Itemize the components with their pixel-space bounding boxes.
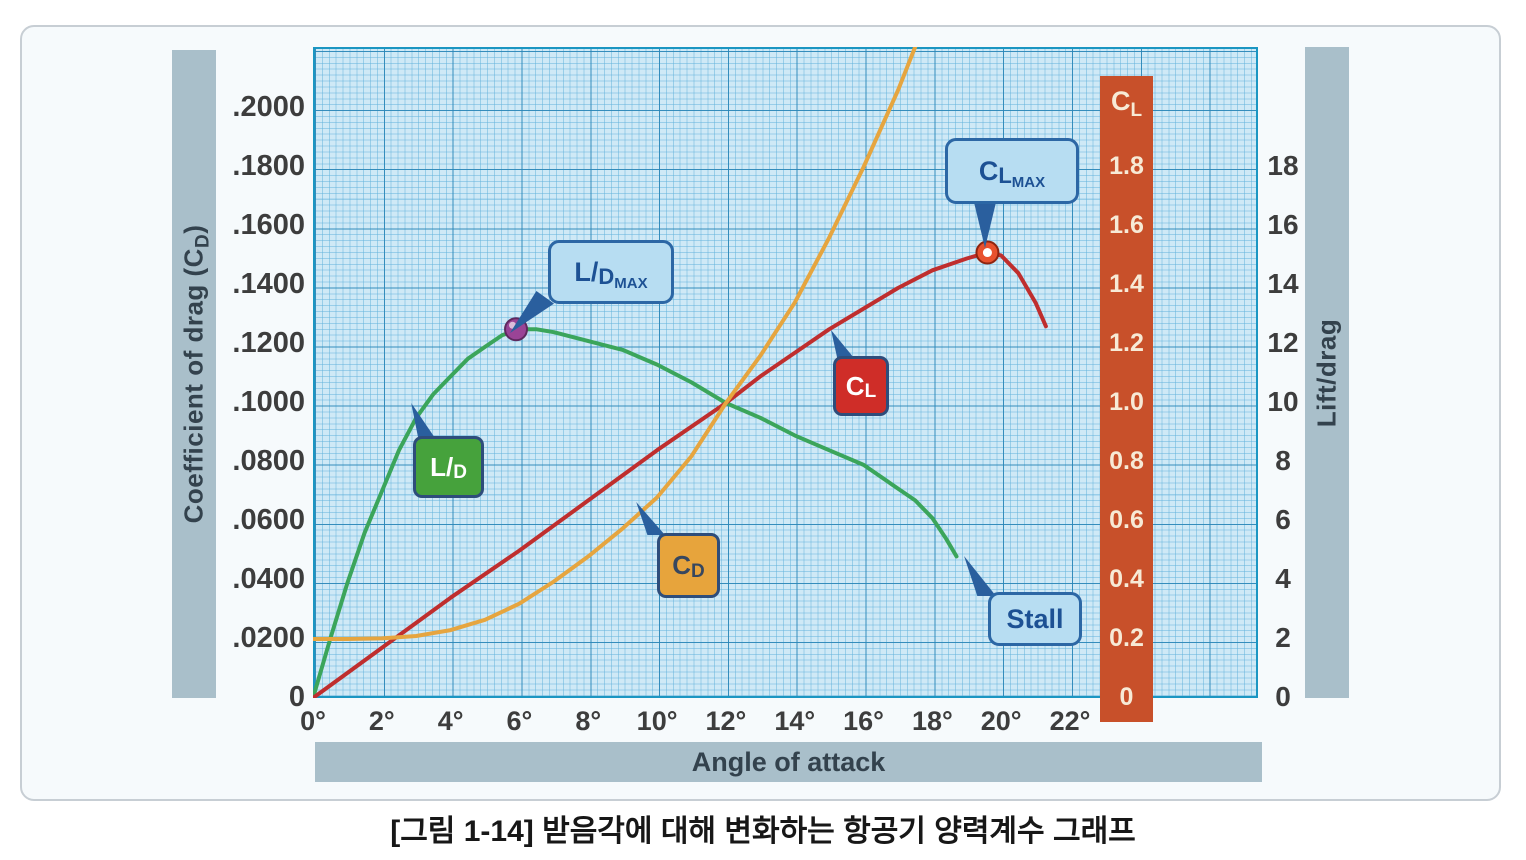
cd-axis-tick-.1800: .1800 (232, 150, 305, 182)
cl-column: CL 1.8 1.6 1.4 1.2 1.0 0.8 0.6 0.4 0.2 0 (1100, 76, 1153, 722)
ld-max-callout: L/D MAX (548, 240, 674, 304)
ld-axis-tick-2: 2 (1275, 622, 1291, 653)
ld-axis-tick-6: 6 (1275, 504, 1291, 535)
cl-column-tick-0.4: 0.4 (1109, 565, 1144, 593)
x-axis-title-bar: Angle of attack (315, 742, 1262, 782)
curve-2 (313, 47, 918, 641)
ld-axis-title-bar: Lift/drag (1305, 47, 1349, 698)
x-axis-tick-22: 22° (1049, 706, 1091, 736)
x-axis-tick-6: 6° (506, 706, 533, 736)
x-axis-tick-20: 20° (980, 706, 1022, 736)
x-axis-tick-0: 0° (300, 706, 326, 736)
cl-column-tick-0.6: 0.6 (1109, 506, 1144, 534)
x-axis-tick-4: 4° (437, 706, 464, 736)
stall-callout: Stall (988, 592, 1082, 646)
cl-column-header: CL (1110, 86, 1143, 121)
cd-axis-tick-.1600: .1600 (232, 209, 305, 241)
ld-axis-tick-4: 4 (1275, 563, 1291, 594)
cl-column-tick-1.8: 1.8 (1109, 152, 1144, 180)
cd-axis-tick-.1400: .1400 (232, 268, 305, 300)
x-axis-tick-18: 18° (911, 706, 953, 736)
curve-0 (313, 327, 959, 698)
cd-axis-tick-.2000: .2000 (232, 91, 305, 123)
cd-axis-tick-.0600: .0600 (232, 504, 305, 536)
cl-column-tick-1.6: 1.6 (1109, 211, 1144, 239)
x-axis-tick-8: 8° (575, 706, 602, 736)
curves-svg (313, 47, 1048, 698)
marker-highlight-1 (982, 248, 992, 258)
ld-axis-tick-8: 8 (1275, 445, 1291, 476)
cd-axis-tick-.1000: .1000 (232, 386, 305, 418)
cd-axis-tick-.0400: .0400 (232, 563, 305, 595)
cl-column-tick-1.4: 1.4 (1109, 270, 1144, 298)
plot-area (313, 47, 1258, 698)
ld-axis-tick-14: 14 (1267, 268, 1299, 299)
cd-axis-tick-.0200: .0200 (232, 622, 305, 654)
curve-1 (313, 250, 1048, 698)
ld-axis-tick-12: 12 (1267, 327, 1299, 358)
ld-curve-badge: L/D (413, 436, 484, 498)
cd-axis-tick-.1200: .1200 (232, 327, 305, 359)
cd-axis-title-bar: Coefficient of drag (CD) (172, 50, 216, 698)
cd-axis-tick-.0800: .0800 (232, 445, 305, 477)
cl-max-callout: C L MAX (945, 138, 1079, 204)
x-axis-tick-12: 12° (705, 706, 747, 736)
ld-axis-tick-0: 0 (1275, 681, 1291, 712)
cl-column-tick-0.2: 0.2 (1109, 624, 1144, 652)
x-axis-tick-2: 2° (368, 706, 395, 736)
cl-column-tick-0.8: 0.8 (1109, 447, 1144, 475)
cd-axis-tick-0: 0 (288, 681, 305, 713)
cl-column-tick-1.0: 1.0 (1109, 388, 1144, 416)
x-axis-tick-10: 10° (636, 706, 678, 736)
x-axis-title: Angle of attack (691, 746, 886, 777)
ld-axis-tick-18: 18 (1267, 150, 1299, 181)
ld-axis-title: Lift/drag (1311, 318, 1342, 427)
cd-axis-title: Coefficient of drag (CD) (178, 224, 214, 524)
ld-axis-tick-10: 10 (1267, 386, 1299, 417)
x-axis-tick-14: 14° (774, 706, 816, 736)
cl-column-tick-1.2: 1.2 (1109, 329, 1144, 357)
ld-axis-tick-16: 16 (1267, 209, 1299, 240)
figure-caption: [그림 1-14] 받음각에 대해 변화하는 항공기 양력계수 그래프 (390, 815, 1136, 848)
x-axis-tick-16: 16° (843, 706, 884, 736)
cl-column-tick-0: 0 (1119, 683, 1134, 711)
